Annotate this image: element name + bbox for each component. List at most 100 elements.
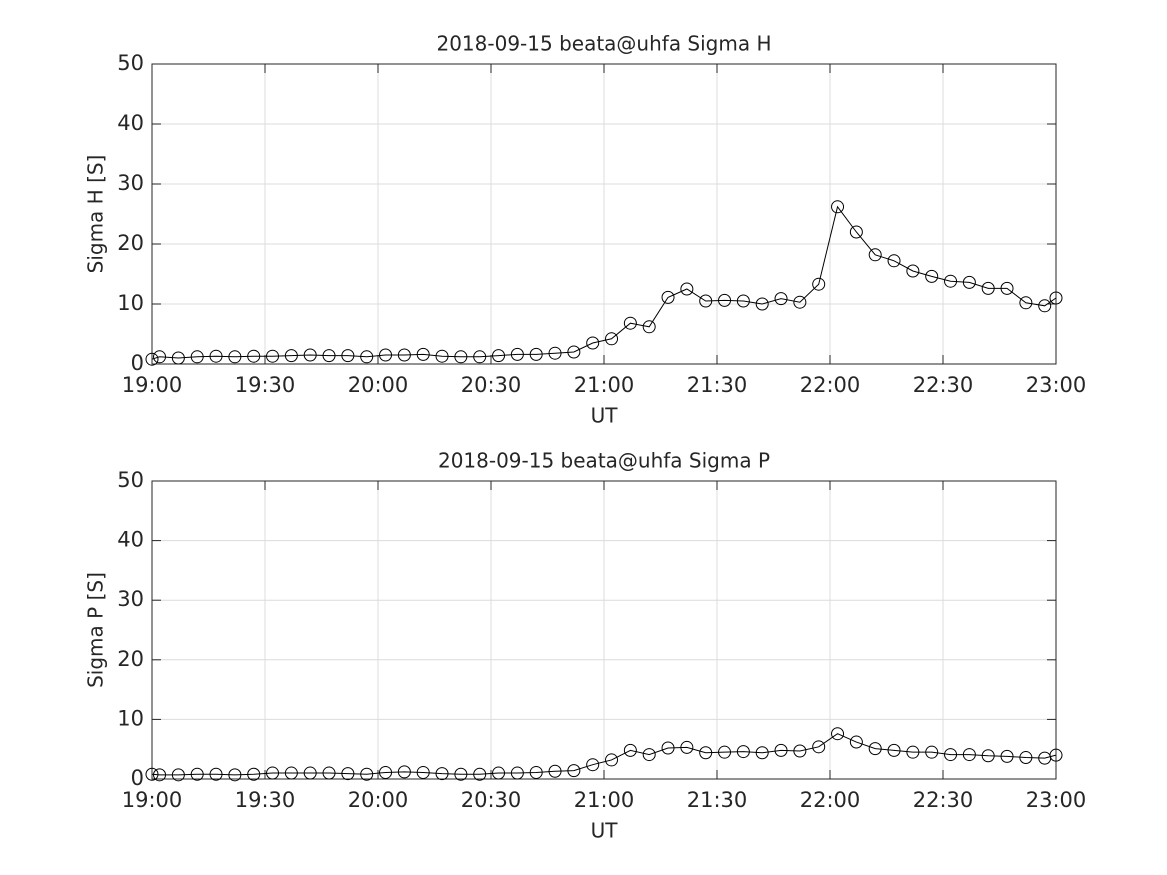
data-point bbox=[1000, 749, 1014, 763]
x-tick-label: 21:30 bbox=[687, 788, 748, 812]
x-tick-label: 19:30 bbox=[235, 788, 296, 812]
data-point bbox=[473, 767, 487, 781]
data-point bbox=[718, 745, 732, 759]
data-point bbox=[209, 349, 223, 363]
data-point bbox=[944, 274, 958, 288]
data-point bbox=[718, 293, 732, 307]
y-tick-label: 0 bbox=[131, 766, 144, 790]
data-point bbox=[962, 748, 976, 762]
data-point bbox=[1019, 751, 1033, 765]
y-axis-label: Sigma H [S] bbox=[84, 155, 108, 274]
data-point bbox=[153, 350, 167, 364]
data-point bbox=[284, 766, 298, 780]
data-point bbox=[793, 744, 807, 758]
data-point bbox=[266, 766, 280, 780]
data-point bbox=[906, 745, 920, 759]
data-point bbox=[416, 347, 430, 361]
data-point bbox=[247, 767, 261, 781]
data-point bbox=[1049, 748, 1063, 762]
x-tick-label: 22:00 bbox=[800, 373, 861, 397]
axes-box bbox=[151, 63, 1057, 365]
x-tick-label: 19:00 bbox=[122, 373, 183, 397]
data-point bbox=[812, 277, 826, 291]
data-point bbox=[812, 740, 826, 754]
x-tick-label: 23:00 bbox=[1026, 788, 1087, 812]
data-point bbox=[492, 766, 506, 780]
data-point bbox=[849, 735, 863, 749]
data-point bbox=[492, 349, 506, 363]
data-point bbox=[322, 766, 336, 780]
x-tick-label: 19:00 bbox=[122, 788, 183, 812]
data-point bbox=[228, 350, 242, 364]
data-point bbox=[586, 336, 600, 350]
data-point bbox=[190, 767, 204, 781]
data-point bbox=[397, 348, 411, 362]
data-point bbox=[341, 349, 355, 363]
data-point bbox=[416, 765, 430, 779]
y-axis-label: Sigma P [S] bbox=[84, 572, 108, 688]
data-point bbox=[567, 764, 581, 778]
data-point bbox=[473, 350, 487, 364]
data-point bbox=[303, 766, 317, 780]
data-point bbox=[529, 765, 543, 779]
x-tick-label: 20:00 bbox=[348, 373, 409, 397]
data-point bbox=[1019, 296, 1033, 310]
y-tick-label: 30 bbox=[117, 171, 144, 195]
data-point bbox=[548, 346, 562, 360]
data-point bbox=[736, 745, 750, 759]
data-point bbox=[303, 348, 317, 362]
data-point bbox=[831, 727, 845, 741]
data-point bbox=[145, 352, 159, 366]
y-tick-label: 20 bbox=[117, 231, 144, 255]
x-tick-label: 20:30 bbox=[461, 788, 522, 812]
data-point bbox=[868, 742, 882, 756]
data-point bbox=[1000, 281, 1014, 295]
y-tick-label: 10 bbox=[117, 706, 144, 730]
series-line bbox=[151, 733, 1057, 776]
axes-box bbox=[151, 480, 1057, 780]
data-point bbox=[510, 766, 524, 780]
data-point bbox=[379, 765, 393, 779]
data-point bbox=[755, 746, 769, 760]
chart-title: 2018-09-15 beata@uhfa Sigma P bbox=[438, 449, 770, 473]
x-tick-label: 19:30 bbox=[235, 373, 296, 397]
y-tick-label: 50 bbox=[117, 51, 144, 75]
data-point bbox=[341, 767, 355, 781]
x-tick-label: 21:00 bbox=[574, 373, 635, 397]
x-axis-label: UT bbox=[591, 404, 619, 428]
data-point bbox=[944, 748, 958, 762]
data-point bbox=[887, 743, 901, 757]
data-point bbox=[171, 351, 185, 365]
data-point bbox=[284, 349, 298, 363]
data-point bbox=[171, 768, 185, 782]
y-tick-label: 10 bbox=[117, 291, 144, 315]
data-point bbox=[736, 294, 750, 308]
data-point bbox=[153, 768, 167, 782]
data-point bbox=[774, 292, 788, 306]
data-point bbox=[661, 741, 675, 755]
data-point bbox=[699, 746, 713, 760]
data-point bbox=[831, 200, 845, 214]
chart-title: 2018-09-15 beata@uhfa Sigma H bbox=[436, 32, 771, 56]
data-point bbox=[435, 349, 449, 363]
data-point bbox=[548, 764, 562, 778]
data-point bbox=[981, 749, 995, 763]
data-point bbox=[925, 745, 939, 759]
y-tick-label: 40 bbox=[117, 528, 144, 552]
y-tick-label: 0 bbox=[131, 351, 144, 375]
data-point bbox=[360, 350, 374, 364]
data-point bbox=[887, 254, 901, 268]
data-point bbox=[145, 767, 159, 781]
data-point bbox=[228, 768, 242, 782]
series-line bbox=[151, 205, 1057, 360]
data-point bbox=[623, 316, 637, 330]
data-point bbox=[605, 753, 619, 767]
data-point bbox=[680, 740, 694, 754]
data-point bbox=[454, 350, 468, 364]
data-point bbox=[906, 264, 920, 278]
data-point bbox=[642, 748, 656, 762]
data-point bbox=[755, 297, 769, 311]
data-point bbox=[793, 295, 807, 309]
x-tick-label: 21:30 bbox=[687, 373, 748, 397]
data-point bbox=[1049, 291, 1063, 305]
